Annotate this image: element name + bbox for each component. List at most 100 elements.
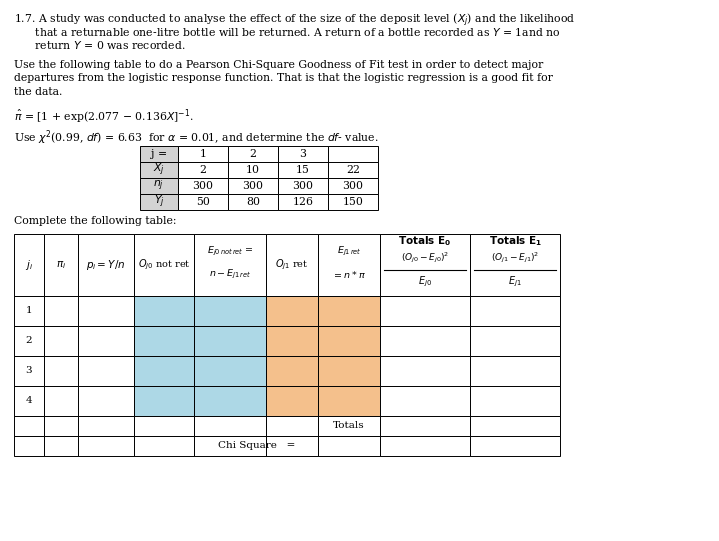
Bar <box>470 234 560 296</box>
Text: $\pi_i$: $\pi_i$ <box>56 259 66 270</box>
Text: 80: 80 <box>246 197 260 207</box>
Bar <box>78 386 134 416</box>
Text: j =: j = <box>151 149 167 159</box>
Text: departures from the logistic response function. That is that the logistic regres: departures from the logistic response fu… <box>14 74 553 83</box>
Bar <box>14 436 44 456</box>
Text: 300: 300 <box>242 181 263 192</box>
Text: 22: 22 <box>346 165 360 175</box>
Bar <box>44 296 78 326</box>
Bar <box>328 179 378 194</box>
Bar <box>380 436 470 456</box>
Text: $E_{j1\,\mathit{ret}}$: $E_{j1\,\mathit{ret}}$ <box>336 245 362 258</box>
Bar <box>266 436 318 456</box>
Bar <box>14 356 44 386</box>
Bar <box>328 146 378 162</box>
Bar <box>266 416 318 436</box>
Text: 300: 300 <box>342 181 364 192</box>
Bar <box>228 146 278 162</box>
Bar <box>14 386 44 416</box>
Bar <box>134 296 194 326</box>
Bar <box>328 162 378 179</box>
Text: Chi Square   =: Chi Square = <box>219 441 296 450</box>
Bar <box>78 416 134 436</box>
Text: 2: 2 <box>26 337 32 345</box>
Text: Complete the following table:: Complete the following table: <box>14 216 176 226</box>
Text: $= n * \pi$: $= n * \pi$ <box>332 268 366 280</box>
Bar <box>266 326 318 356</box>
Text: $(O_{j0} - E_{j0})^2$: $(O_{j0} - E_{j0})^2$ <box>400 250 449 265</box>
Bar <box>266 386 318 416</box>
Bar <box>318 326 380 356</box>
Bar <box>44 436 78 456</box>
Bar <box>178 162 228 179</box>
Text: $E_{j1}$: $E_{j1}$ <box>508 275 522 289</box>
Bar <box>78 326 134 356</box>
Bar <box>318 416 380 436</box>
Text: $\mathbf{Totals\ E_0}$: $\mathbf{Totals\ E_0}$ <box>398 234 452 248</box>
Text: $E_{j0}$: $E_{j0}$ <box>418 275 432 289</box>
Text: Use $\chi^2$(0.99, $df$) = 6.63  for $\alpha$ = 0.01, and determine the $df$- va: Use $\chi^2$(0.99, $df$) = 6.63 for $\al… <box>14 129 379 147</box>
Text: 1: 1 <box>199 149 206 159</box>
Bar <box>194 296 266 326</box>
Text: 150: 150 <box>342 197 363 207</box>
Bar <box>470 326 560 356</box>
Bar <box>318 386 380 416</box>
Text: 3: 3 <box>26 366 32 375</box>
Bar <box>380 416 470 436</box>
Bar <box>44 326 78 356</box>
Bar <box>44 234 78 296</box>
Text: $X_j$: $X_j$ <box>153 162 165 179</box>
Bar <box>140 146 178 162</box>
Bar <box>266 356 318 386</box>
Bar <box>318 234 380 296</box>
Bar <box>194 436 266 456</box>
Bar <box>228 194 278 210</box>
Bar <box>140 194 178 210</box>
Bar <box>134 416 194 436</box>
Bar <box>140 162 178 179</box>
Text: 300: 300 <box>193 181 214 192</box>
Text: $n - E_{j1\,\mathit{ret}}$: $n - E_{j1\,\mathit{ret}}$ <box>209 268 251 281</box>
Bar <box>380 296 470 326</box>
Bar <box>266 234 318 296</box>
Text: that a returnable one-litre bottle will be returned. A return of a bottle record: that a returnable one-litre bottle will … <box>14 25 561 37</box>
Text: $(O_{j1} - E_{j1})^2$: $(O_{j1} - E_{j1})^2$ <box>491 250 539 265</box>
Bar <box>266 296 318 326</box>
Bar <box>194 416 266 436</box>
Bar <box>14 416 44 436</box>
Text: 1.7. A study was conducted to analyse the effect of the size of the deposit leve: 1.7. A study was conducted to analyse th… <box>14 12 575 29</box>
Bar <box>14 296 44 326</box>
Text: 2: 2 <box>249 149 257 159</box>
Bar <box>328 194 378 210</box>
Bar <box>278 194 328 210</box>
Bar <box>134 436 194 456</box>
Bar <box>318 296 380 326</box>
Text: 3: 3 <box>300 149 306 159</box>
Bar <box>14 234 44 296</box>
Bar <box>194 326 266 356</box>
Text: $\mathbf{Totals\ E_1}$: $\mathbf{Totals\ E_1}$ <box>488 234 541 248</box>
Bar <box>140 179 178 194</box>
Text: $p_i = Y/n$: $p_i = Y/n$ <box>86 258 126 272</box>
Text: $n_j$: $n_j$ <box>153 179 165 194</box>
Bar <box>134 386 194 416</box>
Text: 2: 2 <box>199 165 206 175</box>
Bar <box>228 162 278 179</box>
Bar <box>194 386 266 416</box>
Bar <box>194 234 266 296</box>
Text: $\hat{\pi}$ = [1 + exp(2.077 $-$ 0.136$X$]$^{-1}$.: $\hat{\pi}$ = [1 + exp(2.077 $-$ 0.136$X… <box>14 108 193 126</box>
Bar <box>380 234 470 296</box>
Text: the data.: the data. <box>14 87 63 97</box>
Bar <box>380 386 470 416</box>
Bar <box>278 162 328 179</box>
Text: 300: 300 <box>293 181 313 192</box>
Bar <box>318 436 380 456</box>
Bar <box>178 194 228 210</box>
Bar <box>318 356 380 386</box>
Bar <box>228 179 278 194</box>
Bar <box>278 146 328 162</box>
Bar <box>194 356 266 386</box>
Text: 4: 4 <box>26 396 32 405</box>
Bar <box>470 416 560 436</box>
Bar <box>470 386 560 416</box>
